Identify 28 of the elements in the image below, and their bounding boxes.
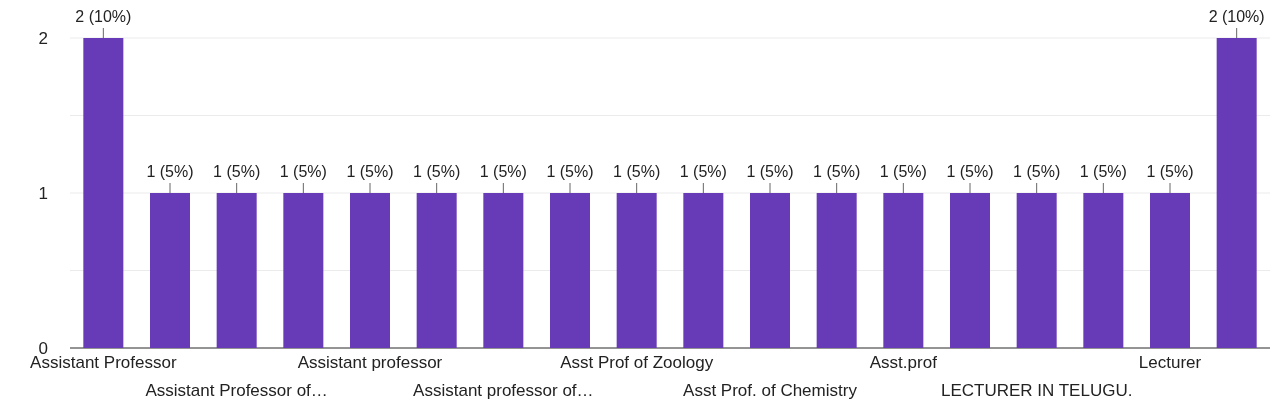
data-label: 1 (5%) <box>213 163 261 180</box>
data-label: 1 (5%) <box>413 163 461 180</box>
data-label: 1 (5%) <box>346 163 394 180</box>
data-label: 1 (5%) <box>146 163 194 180</box>
y-tick-label: 1 <box>38 183 48 203</box>
x-tick-label: Asst Prof of Zoology <box>560 353 714 372</box>
x-tick-label: Asst.prof <box>869 353 938 372</box>
data-label: 1 (5%) <box>479 163 527 180</box>
data-label: 1 (5%) <box>879 163 927 180</box>
data-label: 1 (5%) <box>946 163 994 180</box>
data-label: 1 (5%) <box>1146 163 1194 180</box>
x-tick-label: Assistant professor <box>297 353 443 372</box>
data-label: 2 (10%) <box>75 8 132 25</box>
data-label: 1 (5%) <box>279 163 327 180</box>
data-label: 1 (5%) <box>546 163 594 180</box>
data-label: 1 (5%) <box>1079 163 1127 180</box>
x-tick-label: LECTURER IN TELUGU. <box>940 381 1133 400</box>
x-tick-label: Assistant Professor of… <box>145 381 328 400</box>
x-tick-label: Asst Prof. of Chemistry <box>683 381 858 400</box>
data-label: 2 (10%) <box>1208 8 1265 25</box>
data-label: 1 (5%) <box>679 163 727 180</box>
y-tick-label: 2 <box>38 28 48 48</box>
data-label: 1 (5%) <box>813 163 861 180</box>
data-label: 1 (5%) <box>613 163 661 180</box>
x-tick-label: Lecturer <box>1138 353 1202 372</box>
data-label: 1 (5%) <box>1013 163 1061 180</box>
data-label: 1 (5%) <box>746 163 794 180</box>
x-tick-label: Assistant professor of… <box>413 381 594 400</box>
